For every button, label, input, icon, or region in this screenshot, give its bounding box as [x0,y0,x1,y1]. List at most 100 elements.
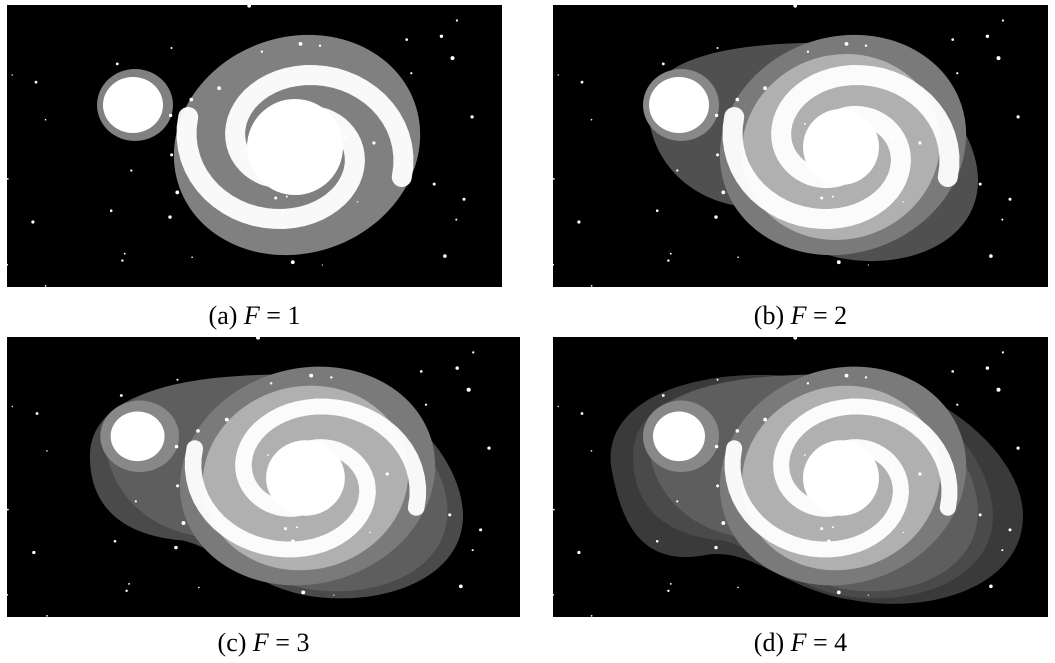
caption-variable: F [252,628,269,657]
star [735,97,740,102]
star [260,50,264,53]
star [174,545,178,550]
star [655,539,659,543]
star [267,454,269,456]
star [735,429,740,433]
star [168,215,172,219]
star [721,521,726,525]
star [46,615,48,617]
star [410,72,413,75]
star [806,476,811,480]
star [889,135,894,139]
galaxy-image [7,5,502,287]
star [716,484,720,488]
star [343,135,348,139]
star [590,615,593,617]
star [11,74,13,76]
star [119,394,123,397]
star [867,594,869,596]
star [978,513,982,517]
caption-variable: F [790,628,807,657]
star [804,454,806,456]
star [553,593,554,596]
star [113,539,117,543]
star [34,80,38,84]
galaxy-image [7,337,520,617]
star [487,446,491,450]
star [134,500,137,503]
star [580,80,584,84]
star [466,387,471,392]
caption-label: (d) [753,628,785,657]
star [321,264,323,266]
star [985,366,990,370]
star [580,412,584,415]
star [295,526,299,529]
star [714,113,719,118]
star [763,86,767,91]
star [479,528,483,532]
star [836,590,841,595]
star [836,260,841,265]
companion-core [649,77,709,133]
star [330,376,333,379]
galaxy [97,34,421,256]
star [864,44,868,47]
star [978,182,982,186]
star [1001,549,1004,552]
star [737,586,739,589]
star [356,201,359,203]
star [472,351,475,354]
star [553,178,555,180]
star [956,403,959,406]
star [844,373,849,378]
star [577,550,581,555]
star [448,513,452,517]
star [432,182,436,186]
star [419,370,423,373]
caption-value: = 2 [813,301,848,330]
star [867,264,869,266]
star [217,86,222,91]
caption: (d) F = 4 [553,628,1048,658]
star [198,586,200,589]
star [1008,528,1012,532]
star [714,444,719,449]
star [455,19,458,22]
galaxy [89,366,463,599]
star [123,252,126,255]
star [269,382,273,385]
star [831,526,834,529]
star [590,118,593,121]
star [247,5,252,8]
star [989,584,993,589]
star [553,263,554,266]
core [247,99,343,195]
star [256,337,260,340]
star [902,531,905,534]
star [35,412,39,415]
star [1008,197,1012,201]
core [266,440,345,516]
star [669,252,672,255]
star [996,56,1001,61]
star [676,169,679,172]
star [7,593,9,596]
star [557,74,559,76]
star [270,476,274,480]
star [274,196,278,200]
star [176,484,180,488]
star [175,190,180,195]
star [804,122,806,125]
caption-variable: F [790,301,807,330]
star [655,209,659,212]
star [455,218,458,221]
star [721,190,726,195]
star [191,256,193,258]
star [667,259,670,262]
star [174,444,179,449]
star [889,466,894,470]
star [996,387,1001,392]
companion-core [653,411,705,462]
star [692,106,695,110]
